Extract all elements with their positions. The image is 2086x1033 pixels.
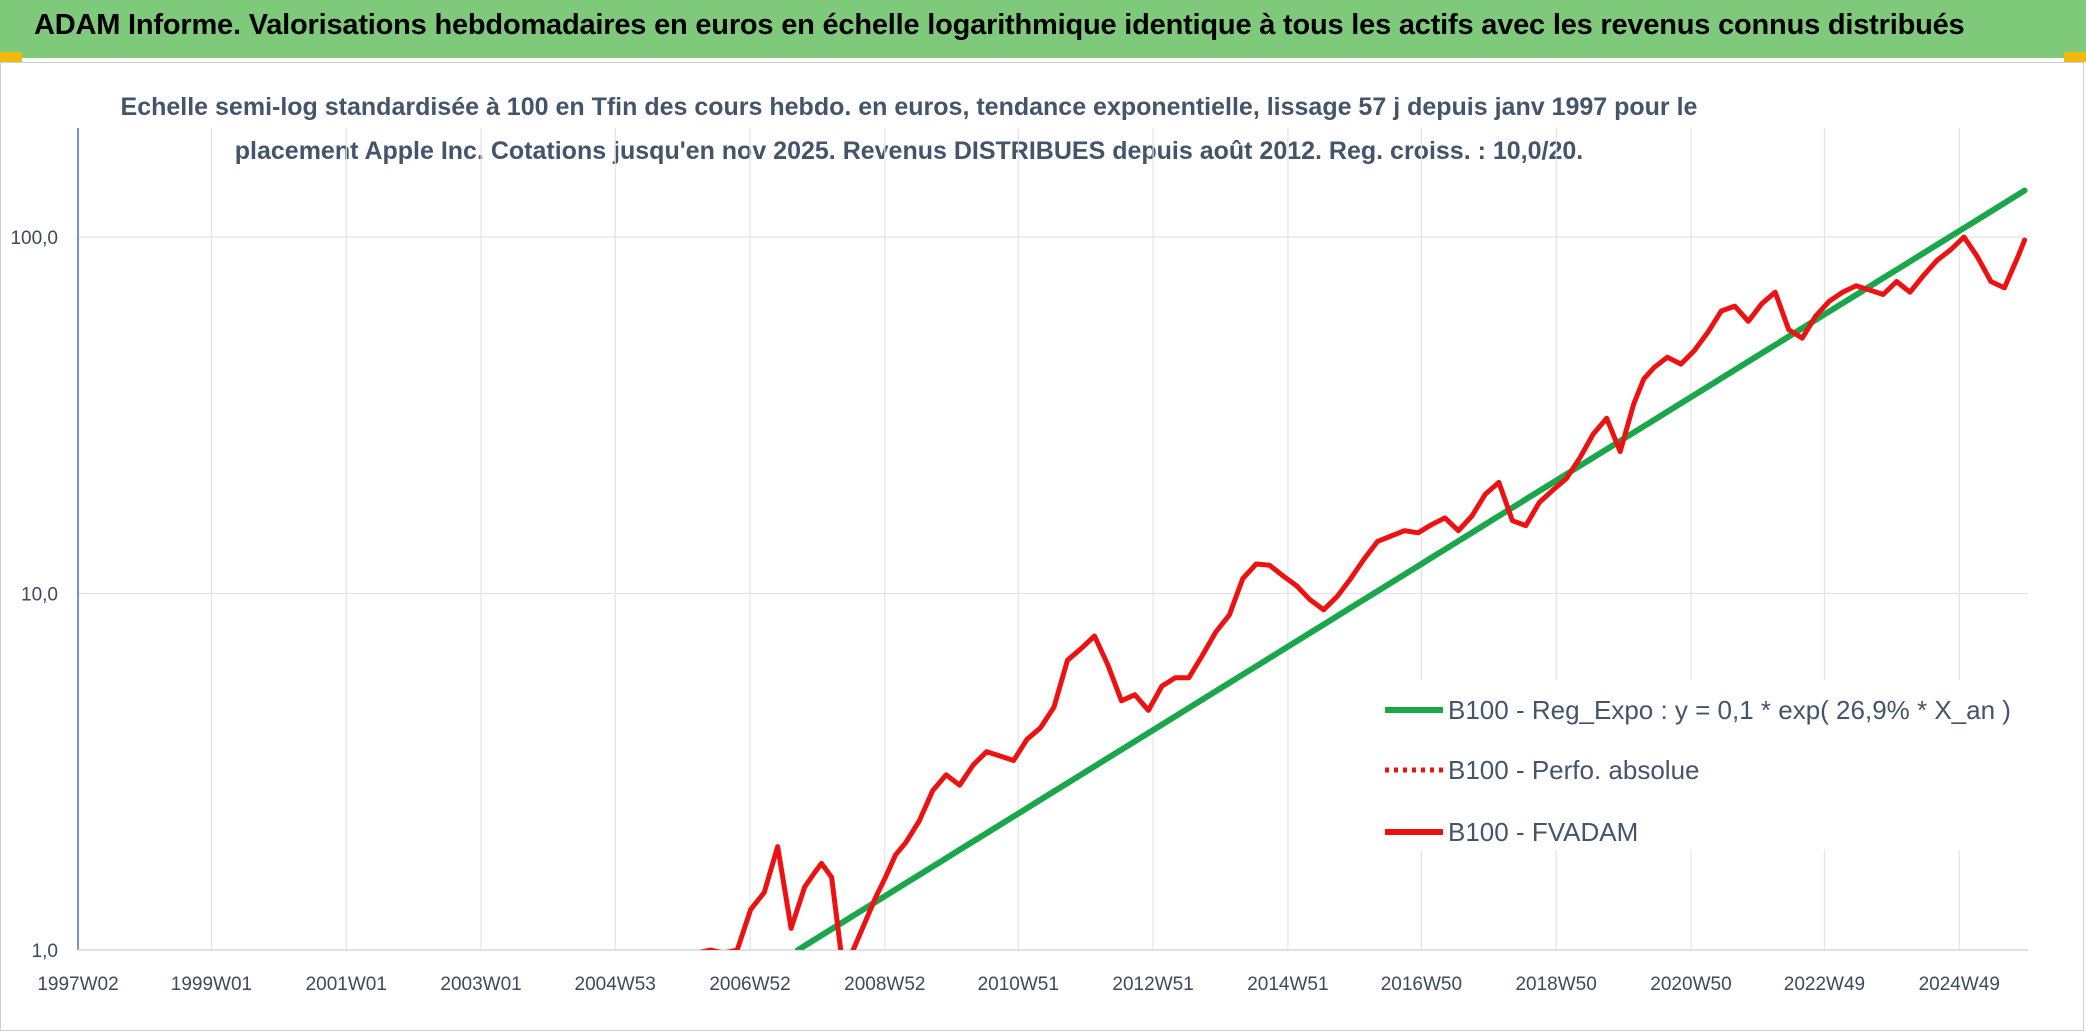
x-tick-label: 1997W02 bbox=[37, 974, 118, 995]
y-axis-ticks: 1,0 10,0 100,0 bbox=[10, 228, 58, 962]
x-tick-label: 2022W49 bbox=[1784, 974, 1865, 995]
legend-background bbox=[1372, 680, 1992, 850]
chart-subtitle-line-2: placement Apple Inc. Cotations jusqu'en … bbox=[235, 137, 1583, 165]
x-tick-label: 2016W50 bbox=[1381, 974, 1462, 995]
x-tick-label: 2014W51 bbox=[1247, 974, 1328, 995]
y-tick-label: 100,0 bbox=[10, 228, 58, 249]
x-tick-label: 2008W52 bbox=[844, 974, 925, 995]
corner-accent-left bbox=[0, 52, 22, 62]
x-tick-label: 2010W51 bbox=[978, 974, 1059, 995]
x-tick-label: 1999W01 bbox=[171, 974, 252, 995]
x-tick-label: 2004W53 bbox=[575, 974, 656, 995]
legend-label-fvadam: B100 - FVADAM bbox=[1448, 817, 1638, 847]
x-tick-label: 2003W01 bbox=[440, 974, 521, 995]
corner-accent-right bbox=[2064, 52, 2086, 62]
y-tick-label: 10,0 bbox=[21, 585, 58, 606]
series-line-0 bbox=[794, 187, 2028, 950]
report-header: ADAM Informe. Valorisations hebdomadaire… bbox=[0, 0, 2086, 58]
x-tick-label: 2006W52 bbox=[709, 974, 790, 995]
legend-label-perfo: B100 - Perfo. absolue bbox=[1448, 755, 1700, 785]
legend-label-trend: B100 - Reg_Expo : y = 0,1 * exp( 26,9% *… bbox=[1448, 695, 2011, 725]
report-title: ADAM Informe. Valorisations hebdomadaire… bbox=[34, 9, 1965, 41]
x-tick-label: 2018W50 bbox=[1515, 974, 1596, 995]
x-tick-label: 2024W49 bbox=[1919, 974, 2000, 995]
legend: B100 - Reg_Expo : y = 0,1 * exp( 26,9% *… bbox=[1372, 680, 2011, 850]
series-line-2 bbox=[699, 234, 2028, 950]
x-tick-label: 2001W01 bbox=[306, 974, 387, 995]
y-tick-label: 1,0 bbox=[32, 941, 58, 962]
x-tick-label: 2020W50 bbox=[1650, 974, 1731, 995]
x-axis-ticks: 1997W02 1999W01 2001W01 2003W01 2004W53 2006W… bbox=[37, 974, 2000, 995]
chart-frame bbox=[0, 62, 2084, 1031]
chart-subtitle-line-1: Echelle semi-log standardisée à 100 en T… bbox=[121, 93, 1698, 121]
x-tick-label: 2012W51 bbox=[1112, 974, 1193, 995]
series-layer bbox=[699, 187, 2028, 950]
